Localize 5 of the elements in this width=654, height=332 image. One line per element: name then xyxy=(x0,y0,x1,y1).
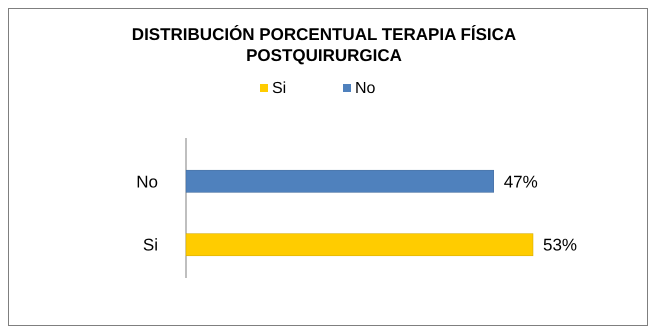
chart-title: DISTRIBUCIÓN PORCENTUAL TERAPIA FÍSICA POSTQUIRURGICA xyxy=(132,24,516,65)
data-label: 47% xyxy=(504,172,538,192)
legend-label: No xyxy=(355,80,376,97)
legend-label: Si xyxy=(272,80,286,97)
data-label: 53% xyxy=(543,236,578,255)
